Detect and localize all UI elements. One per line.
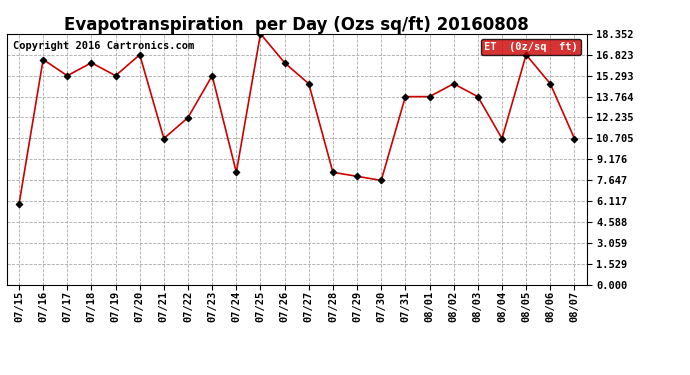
Point: [472, 94, 483, 100]
Point: [328, 170, 339, 176]
Point: [303, 81, 314, 87]
Point: [158, 135, 169, 141]
Title: Evapotranspiration  per Day (Ozs sq/ft) 20160808: Evapotranspiration per Day (Ozs sq/ft) 2…: [64, 16, 529, 34]
Point: [37, 57, 48, 63]
Point: [230, 170, 241, 176]
Point: [424, 94, 435, 100]
Point: [279, 60, 290, 66]
Text: Copyright 2016 Cartronics.com: Copyright 2016 Cartronics.com: [12, 41, 194, 51]
Point: [497, 135, 508, 141]
Point: [182, 115, 193, 121]
Point: [110, 73, 121, 79]
Point: [375, 177, 386, 183]
Point: [569, 135, 580, 141]
Point: [86, 60, 97, 66]
Point: [351, 173, 363, 179]
Point: [448, 81, 460, 87]
Point: [255, 31, 266, 37]
Point: [545, 81, 556, 87]
Point: [62, 73, 73, 79]
Legend: ET  (0z/sq  ft): ET (0z/sq ft): [482, 39, 581, 55]
Point: [14, 201, 25, 207]
Point: [520, 52, 531, 58]
Point: [134, 52, 145, 58]
Point: [400, 94, 411, 100]
Point: [207, 73, 218, 79]
